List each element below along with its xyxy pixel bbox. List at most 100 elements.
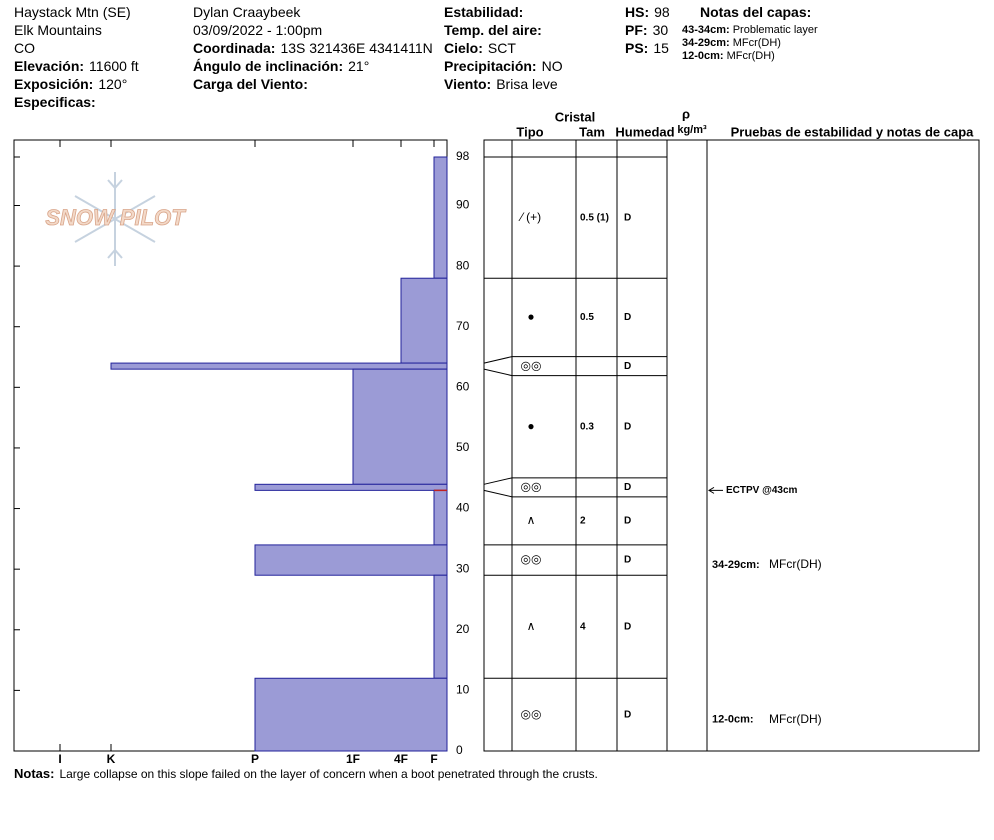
- grain-type: ⁄ (+): [518, 210, 541, 224]
- moisture: D: [624, 555, 631, 566]
- field-label: Especificas:: [14, 94, 96, 110]
- grain-type: ◎◎: [521, 707, 542, 721]
- field-value: 98: [654, 4, 670, 20]
- y-tick-label: 10: [456, 683, 470, 697]
- moisture: D: [624, 421, 631, 432]
- hardness-bar: [254, 544, 448, 576]
- logo: [74, 172, 156, 266]
- layer-note-text: Problematic layer: [732, 24, 818, 36]
- notes-label: Notas:: [14, 766, 55, 781]
- field-label: Cielo:: [444, 40, 483, 56]
- field-label: Viento:: [444, 76, 492, 92]
- layer-note-label: 12-0cm:: [712, 714, 754, 726]
- field-label: Temp. del aire:: [444, 22, 542, 38]
- y-tick-label: 70: [456, 319, 470, 333]
- field-label: Estabilidad:: [444, 4, 524, 20]
- x-tick-label: K: [107, 752, 116, 766]
- grain-type: ∧: [527, 619, 536, 633]
- y-tick-label: 30: [456, 561, 470, 575]
- layer-note: 12-0cm: MFcr(DH): [682, 50, 775, 62]
- notes: Notas: Large collapse on this slope faile…: [14, 766, 598, 782]
- grain-type: ●: [527, 310, 534, 324]
- header-field: Elk Mountains: [14, 22, 102, 38]
- hardness-bar: [433, 489, 448, 546]
- moisture: D: [624, 482, 631, 493]
- field-value: 03/09/2022 - 1:00pm: [193, 22, 323, 38]
- layer-note-label: 12-0cm:: [682, 50, 724, 62]
- header-field: Temp. del aire:: [444, 22, 547, 38]
- layer-connector: [483, 489, 513, 498]
- layer-note: 34-29cm: MFcr(DH): [682, 37, 781, 49]
- x-tick-label: P: [251, 752, 259, 766]
- hardness-bar: [254, 483, 448, 491]
- field-value: Brisa leve: [496, 76, 558, 92]
- header-field: Carga del Viento:: [193, 76, 313, 92]
- grain-type: ◎◎: [521, 552, 542, 566]
- field-value: 11600 ft: [89, 58, 139, 74]
- header-field: CO: [14, 40, 35, 56]
- y-tick-label: 50: [456, 440, 470, 454]
- grain-type: ◎◎: [521, 358, 542, 372]
- layer-note-label: 43-34cm:: [682, 24, 730, 36]
- logo-text: SNOW PILOT: [45, 205, 186, 230]
- y-tick-label: 80: [456, 258, 470, 272]
- y-tick-label: 0: [456, 743, 463, 757]
- header-field: Cielo: SCT: [444, 40, 516, 56]
- field-value: 30: [652, 22, 669, 38]
- layer-note-label: 34-29cm:: [712, 559, 760, 571]
- column-header: Cristal: [555, 109, 595, 124]
- moisture: D: [624, 361, 631, 372]
- field-label: PF:: [625, 22, 648, 38]
- header-field: PF: 30: [625, 22, 668, 38]
- field-value: Dylan Craaybeek: [193, 4, 301, 20]
- column-header: ρ: [682, 106, 690, 121]
- grain-size: 0.5 (1): [580, 212, 609, 223]
- field-value: Haystack Mtn (SE): [14, 4, 131, 20]
- field-value: 15: [653, 40, 669, 56]
- layer-note-text: MFcr(DH): [726, 50, 775, 62]
- grain-size: 0.3: [580, 421, 594, 432]
- field-label: HS:: [625, 4, 650, 20]
- layer-connector: [483, 356, 513, 364]
- hardness-bar: [254, 677, 448, 752]
- header-field: Coordinada: 13S 321436E 4341411N: [193, 40, 433, 56]
- y-tick-label: 20: [456, 622, 470, 636]
- header-field: Viento: Brisa leve: [444, 76, 558, 92]
- layer-connector: [483, 368, 513, 377]
- header-field: Ángulo de inclinación: 21°: [193, 58, 369, 74]
- field-value: NO: [541, 58, 563, 74]
- grain-type: ●: [527, 419, 534, 433]
- x-tick-label: 1F: [346, 752, 360, 766]
- field-value: Elk Mountains: [14, 22, 102, 38]
- column-header: Tam: [579, 124, 605, 139]
- moisture: D: [624, 212, 631, 223]
- hardness-bar: [433, 574, 448, 679]
- layer-notes-title: Notas del capas:: [700, 4, 812, 20]
- header-field: Precipitación: NO: [444, 58, 563, 74]
- grain-type: ∧: [527, 513, 536, 527]
- layer-note-text: MFcr(DH): [732, 37, 781, 49]
- y-tick-label: 60: [456, 379, 470, 393]
- y-tick-label: 98: [456, 149, 470, 163]
- field-label: PS:: [625, 40, 649, 56]
- notes-text: Large collapse on this slope failed on t…: [59, 767, 598, 781]
- grain-size: 0.5: [580, 312, 594, 323]
- hardness-bar: [400, 277, 448, 364]
- grain-type: ◎◎: [521, 480, 542, 494]
- hardness-bar: [352, 368, 448, 485]
- moisture: D: [624, 312, 631, 323]
- table-frame: [483, 139, 980, 752]
- test-label: ECTPV @43cm: [726, 485, 798, 496]
- field-label: Carga del Viento:: [193, 76, 308, 92]
- column-header: Pruebas de estabilidad y notas de capa: [731, 124, 975, 139]
- field-label: Exposición:: [14, 76, 94, 92]
- grain-size: 4: [580, 621, 586, 632]
- x-tick-label: F: [430, 752, 437, 766]
- hardness-bar: [110, 362, 448, 370]
- x-tick-label: 4F: [394, 752, 408, 766]
- header-field: HS: 98: [625, 4, 670, 20]
- test-arrow: [708, 486, 723, 494]
- x-tick-label: I: [58, 752, 61, 766]
- header-field: PS: 15: [625, 40, 669, 56]
